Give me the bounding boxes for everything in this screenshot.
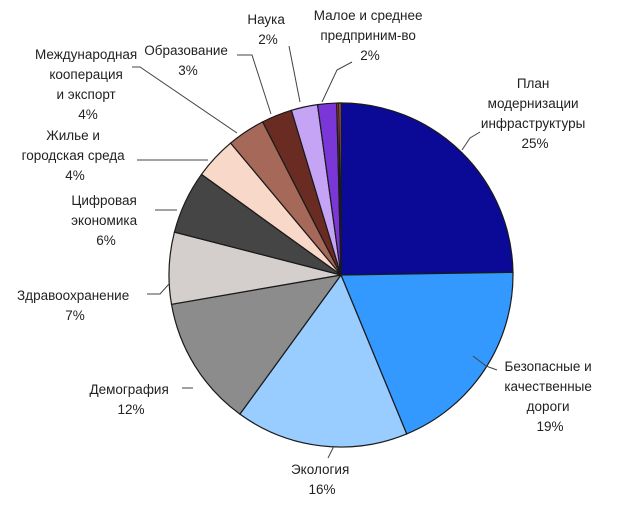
leader-line-roads (472, 355, 498, 371)
leader-line-ecology (327, 445, 335, 459)
label-cooperation: Международная кооперация и экспорт 4% (35, 47, 141, 122)
leader-line-infrastructure (461, 131, 481, 151)
label-digital: Цифровая экономика 6% (71, 193, 141, 248)
leader-line-education (237, 54, 272, 115)
leader-lines (132, 45, 498, 459)
label-ecology: Экология 16% (291, 462, 353, 497)
pie-slice-12 (338, 102, 342, 276)
pie-slices (168, 102, 514, 448)
label-healthcare: Здравоохранение 7% (17, 288, 133, 323)
leader-line-small-business (321, 61, 353, 103)
label-small-business: Малое и среднее предприним-во 2% (314, 8, 427, 63)
leader-line-cooperation (132, 66, 238, 134)
label-science: Наука 2% (247, 12, 288, 47)
label-demography: Демография 12% (89, 382, 172, 417)
pie-slice-3 (170, 274, 343, 415)
label-education: Образование 3% (144, 43, 231, 78)
leader-line-science (288, 45, 301, 103)
slice-labels: План модернизации инфраструктуры 25% Без… (17, 8, 595, 497)
label-roads: Безопасные и качественные дороги 19% (504, 359, 595, 434)
pie-slice-2 (239, 273, 408, 448)
pie-slice-1 (340, 271, 514, 435)
pie-slice-0 (340, 102, 514, 276)
leader-line-healthcare (147, 283, 170, 295)
label-infrastructure: План модернизации инфраструктуры 25% (481, 76, 589, 151)
label-housing: Жилье и городская среда 4% (22, 128, 129, 183)
